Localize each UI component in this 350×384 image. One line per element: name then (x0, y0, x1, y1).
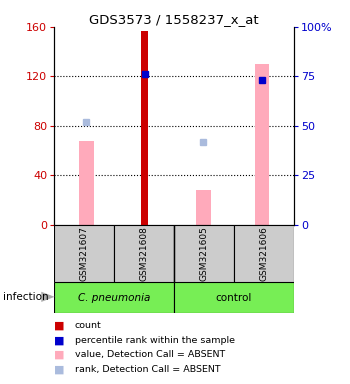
Bar (254, 64, 269, 225)
Text: value, Detection Call = ABSENT: value, Detection Call = ABSENT (75, 350, 225, 359)
Text: control: control (216, 293, 252, 303)
Text: GSM321607: GSM321607 (80, 227, 89, 281)
Text: GSM321606: GSM321606 (260, 227, 268, 281)
Title: GDS3573 / 1558237_x_at: GDS3573 / 1558237_x_at (89, 13, 259, 26)
Text: count: count (75, 321, 101, 330)
Bar (79, 141, 94, 225)
Bar (174, 225, 234, 282)
Bar (196, 190, 211, 225)
Polygon shape (41, 292, 55, 302)
Text: ■: ■ (54, 335, 65, 345)
Bar (174, 282, 294, 313)
Text: ■: ■ (54, 364, 65, 374)
Text: percentile rank within the sample: percentile rank within the sample (75, 336, 234, 345)
Text: ■: ■ (54, 321, 65, 331)
Text: GSM321605: GSM321605 (199, 227, 209, 281)
Bar (54, 282, 174, 313)
Text: rank, Detection Call = ABSENT: rank, Detection Call = ABSENT (75, 365, 220, 374)
Text: GSM321608: GSM321608 (140, 227, 149, 281)
Text: ■: ■ (54, 350, 65, 360)
Text: C. pneumonia: C. pneumonia (78, 293, 150, 303)
Bar (141, 31, 148, 225)
Bar (234, 225, 294, 282)
Text: infection: infection (4, 292, 49, 302)
Bar (54, 225, 114, 282)
Bar (114, 225, 174, 282)
